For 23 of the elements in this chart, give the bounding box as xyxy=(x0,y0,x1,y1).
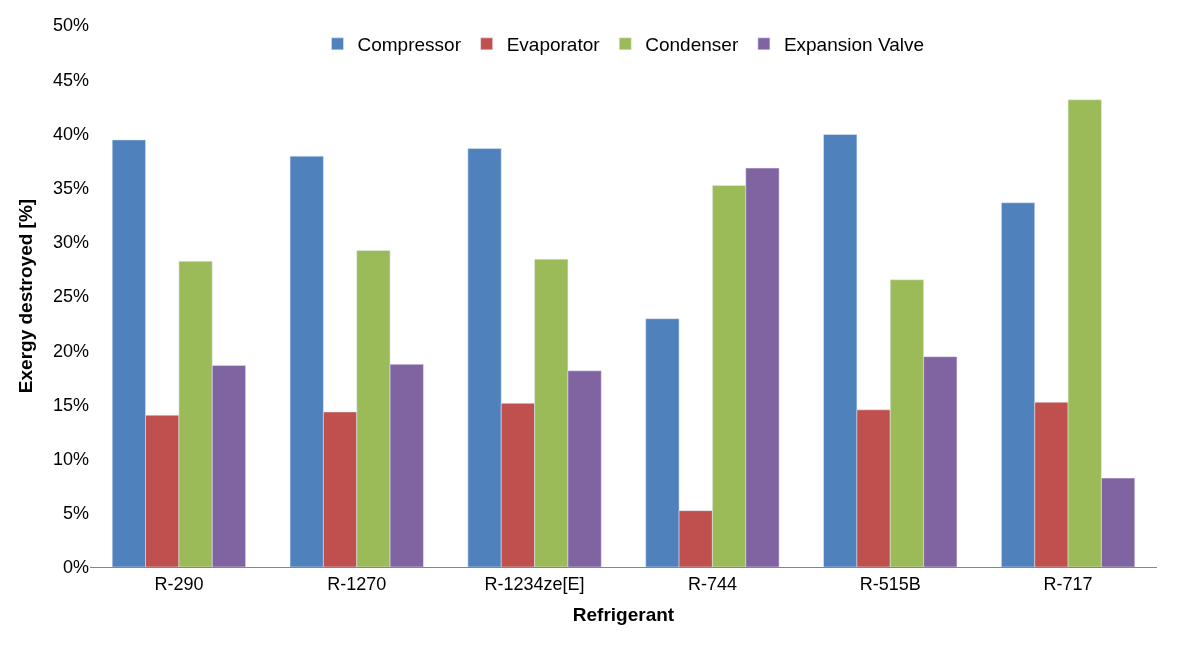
y-tick-label: 15% xyxy=(52,394,89,415)
y-tick-label: 20% xyxy=(52,340,89,361)
y-tick-label: 50% xyxy=(52,15,89,36)
x-tick-label: R-1270 xyxy=(327,573,387,594)
legend-label: Condenser xyxy=(645,34,739,56)
legend-label: Compressor xyxy=(357,34,462,56)
y-tick-label: 40% xyxy=(52,123,89,144)
x-tick-label: R-290 xyxy=(154,573,204,594)
x-tick-label: R-717 xyxy=(1043,573,1093,594)
y-tick-label: 25% xyxy=(52,286,89,307)
y-tick-label: 30% xyxy=(52,232,89,253)
x-tick-label: R-1234ze[E] xyxy=(484,573,585,594)
y-axis-title: Exergy destroyed [%] xyxy=(14,198,36,394)
x-axis-title: Refrigerant xyxy=(572,604,675,626)
x-tick-label: R-744 xyxy=(687,573,737,594)
y-tick-label: 10% xyxy=(52,448,89,469)
y-tick-label: 45% xyxy=(52,69,89,90)
legend-label: Evaporator xyxy=(506,34,601,56)
y-tick-label: 0% xyxy=(62,557,89,578)
y-tick-label: 5% xyxy=(62,503,89,524)
x-tick-label: R-515B xyxy=(859,573,921,594)
legend-label: Expansion Valve xyxy=(783,34,924,56)
y-tick-label: 35% xyxy=(52,177,89,198)
